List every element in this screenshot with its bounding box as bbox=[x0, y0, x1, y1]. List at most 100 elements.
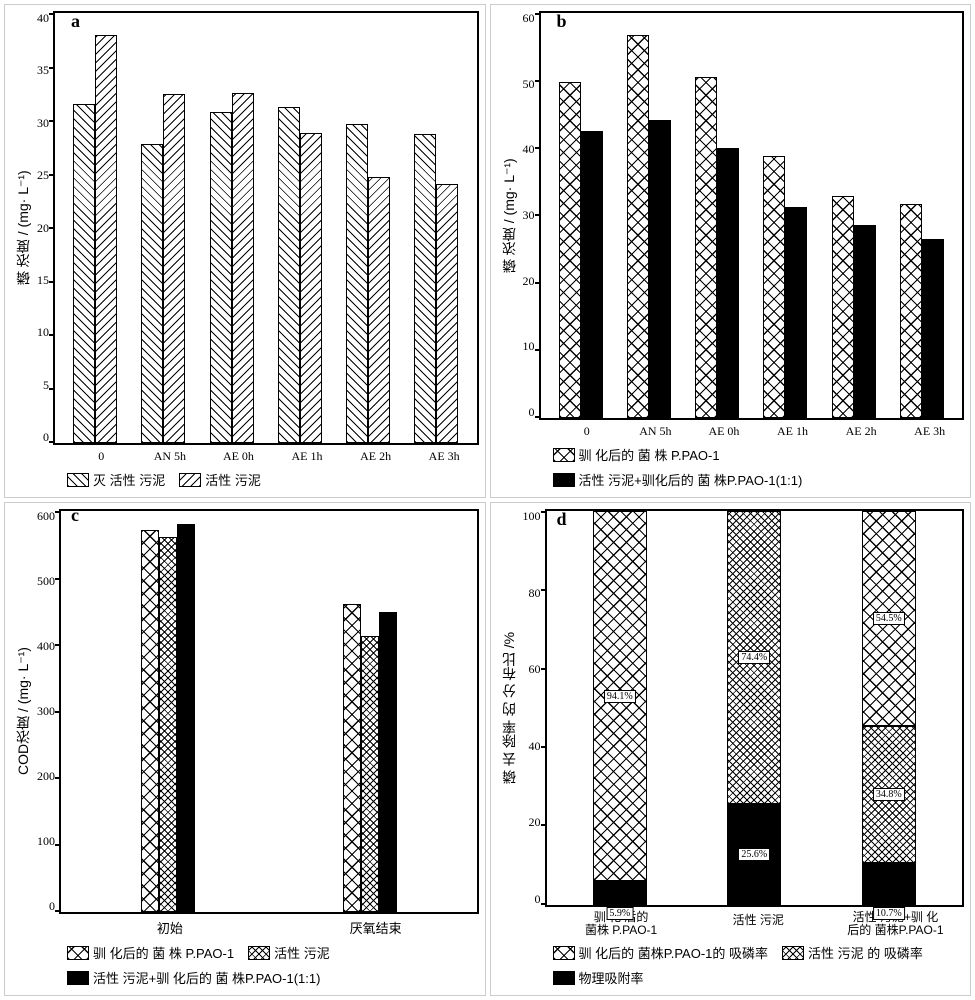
xtick-label: 初始 bbox=[67, 918, 273, 937]
ytick-label: 20 bbox=[529, 815, 541, 830]
bar bbox=[649, 120, 671, 418]
panel-d-plot: 5.9%94.1%25.6%74.4%10.7%34.8%54.5% bbox=[545, 509, 965, 907]
panel-a-legend: 灭 活性 污泥 活性 污泥 bbox=[11, 464, 479, 491]
bar bbox=[159, 537, 177, 912]
bar bbox=[300, 133, 322, 443]
stacked-bar: 5.9%94.1% bbox=[593, 511, 647, 905]
panel-d-ylabel: 磷 去 除率 的 分 布比 /% bbox=[497, 509, 521, 907]
legend-label: 活性 污泥 的 吸磷率 bbox=[808, 943, 923, 962]
ytick-label: 50 bbox=[523, 77, 535, 92]
bar bbox=[95, 35, 117, 444]
segment-label: 34.8% bbox=[873, 788, 905, 801]
panel-b-plot bbox=[539, 11, 965, 420]
bar bbox=[854, 225, 876, 418]
xtick-label: AE 0h bbox=[690, 424, 759, 439]
legend-label: 驯 化后的 菌 株 P.PAO-1 bbox=[93, 943, 234, 962]
legend-label: 灭 活性 污泥 bbox=[93, 470, 165, 489]
legend-swatch bbox=[553, 971, 575, 985]
bar-segment: 94.1% bbox=[593, 511, 647, 881]
bar bbox=[73, 104, 95, 443]
xtick-label: 0 bbox=[553, 424, 622, 439]
bar bbox=[414, 134, 436, 443]
legend-swatch bbox=[553, 946, 575, 960]
bar bbox=[163, 94, 185, 443]
bar-segment: 34.8% bbox=[862, 726, 916, 863]
legend-item: 驯 化后的 菌 株 P.PAO-1 bbox=[553, 445, 720, 464]
legend-item: 驯 化后的 菌 株 P.PAO-1 bbox=[67, 943, 234, 962]
stacked-bar: 25.6%74.4% bbox=[727, 511, 781, 905]
panel-b-ylabel: 磷 浓度 / (mg· L⁻¹) bbox=[497, 11, 521, 420]
segment-label: 25.6% bbox=[738, 848, 770, 861]
ytick-label: 600 bbox=[37, 509, 55, 524]
stacked-bar: 10.7%34.8%54.5% bbox=[862, 511, 916, 905]
panel-c-plot bbox=[59, 509, 479, 914]
segment-label: 94.1% bbox=[604, 690, 636, 703]
bar-group bbox=[278, 13, 322, 443]
legend-label: 活性 污泥+驯化后的 菌 株P.PAO-1(1:1) bbox=[579, 470, 803, 489]
xtick-label: AE 2h bbox=[827, 424, 896, 439]
legend-item: 灭 活性 污泥 bbox=[67, 470, 165, 489]
ytick-label: 10 bbox=[523, 339, 535, 354]
bar-group bbox=[73, 13, 117, 443]
ytick-label: 40 bbox=[37, 11, 49, 26]
ytick-label: 25 bbox=[37, 168, 49, 183]
bar-group: 25.6%74.4% bbox=[727, 511, 781, 905]
xtick-label: AN 5h bbox=[621, 424, 690, 439]
legend-item: 驯 化后的 菌株P.PAO-1的 吸磷率 bbox=[553, 943, 769, 962]
legend-item: 活性 污泥 bbox=[179, 470, 261, 489]
xtick-label: AE 3h bbox=[895, 424, 964, 439]
panel-a-ylabel: 磷 浓度 / (mg· L⁻¹) bbox=[11, 11, 35, 445]
ytick-label: 40 bbox=[523, 142, 535, 157]
legend-item: 活性 污泥+驯化后的 菌 株P.PAO-1(1:1) bbox=[553, 470, 803, 489]
legend-label: 活性 污泥 bbox=[205, 470, 261, 489]
legend-label: 活性 污泥 bbox=[274, 943, 330, 962]
legend-swatch bbox=[782, 946, 804, 960]
xtick-label: 0 bbox=[67, 449, 136, 464]
bar bbox=[695, 77, 717, 418]
xtick-label: AN 5h bbox=[136, 449, 205, 464]
bar bbox=[232, 93, 254, 443]
bar bbox=[361, 636, 379, 912]
ytick-label: 30 bbox=[523, 208, 535, 223]
bar bbox=[141, 144, 163, 443]
bar-group bbox=[343, 511, 397, 912]
panel-c: c COD浓度 / (mg· L⁻¹) 0100200300400500600 … bbox=[4, 502, 486, 996]
bar-group bbox=[695, 13, 739, 418]
bar bbox=[922, 239, 944, 418]
legend-label: 物理吸附率 bbox=[579, 968, 644, 987]
xtick-label: 活性 污泥 bbox=[690, 911, 827, 937]
xtick-label: AE 3h bbox=[410, 449, 479, 464]
legend-swatch bbox=[67, 946, 89, 960]
bar bbox=[379, 612, 397, 912]
bar-group bbox=[559, 13, 603, 418]
bar-group bbox=[346, 13, 390, 443]
bar-group bbox=[141, 511, 195, 912]
panel-b-xaxis: 0AN 5hAE 0hAE 1hAE 2hAE 3h bbox=[553, 420, 965, 439]
xtick-label: 厌氧结束 bbox=[273, 918, 479, 937]
panel-c-legend: 驯 化后的 菌 株 P.PAO-1 活性 污泥活性 污泥+驯 化后的 菌 株P.P… bbox=[11, 937, 479, 989]
bar bbox=[717, 148, 739, 418]
ytick-label: 200 bbox=[37, 769, 55, 784]
panel-d: d 磷 去 除率 的 分 布比 /% 020406080100 5.9%94.1… bbox=[490, 502, 972, 996]
panel-a-plot bbox=[53, 11, 479, 445]
bar bbox=[177, 524, 195, 912]
bar-segment: 54.5% bbox=[862, 511, 916, 726]
ytick-label: 30 bbox=[37, 116, 49, 131]
ytick-label: 400 bbox=[37, 639, 55, 654]
ytick-label: 15 bbox=[37, 273, 49, 288]
bar-group bbox=[210, 13, 254, 443]
legend-label: 活性 污泥+驯 化后的 菌 株P.PAO-1(1:1) bbox=[93, 968, 320, 987]
ytick-label: 20 bbox=[523, 274, 535, 289]
ytick-label: 500 bbox=[37, 574, 55, 589]
legend-item: 活性 污泥+驯 化后的 菌 株P.PAO-1(1:1) bbox=[67, 968, 320, 987]
ytick-label: 20 bbox=[37, 221, 49, 236]
xtick-label: AE 1h bbox=[273, 449, 342, 464]
ytick-label: 35 bbox=[37, 63, 49, 78]
bar-group bbox=[832, 13, 876, 418]
bar bbox=[343, 604, 361, 913]
legend-swatch bbox=[553, 448, 575, 462]
ytick-label: 60 bbox=[529, 662, 541, 677]
legend-item: 活性 污泥 bbox=[248, 943, 330, 962]
ytick-label: 40 bbox=[529, 739, 541, 754]
legend-item: 活性 污泥 的 吸磷率 bbox=[782, 943, 923, 962]
